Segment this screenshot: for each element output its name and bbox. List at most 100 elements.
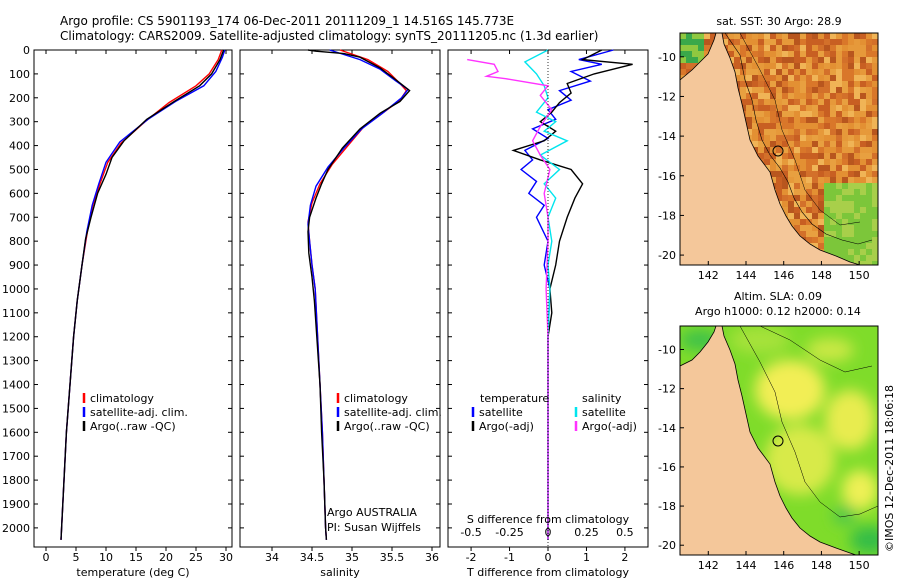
sst-cell <box>794 99 800 105</box>
difference-panel: -2 -1 0 1 2 T difference from climatology -0.5… <box>447 49 649 579</box>
sst-cell <box>794 75 800 81</box>
sst-cell <box>872 243 878 249</box>
sst-cell <box>866 123 872 129</box>
sst-cell <box>776 123 782 129</box>
sst-cell <box>770 159 776 165</box>
sst-cell <box>746 81 752 87</box>
sst-cell <box>794 165 800 171</box>
sst-cell <box>836 171 842 177</box>
sst-cell <box>782 99 788 105</box>
sst-cell <box>758 57 764 63</box>
sst-cell <box>848 51 854 57</box>
sst-cell <box>800 159 806 165</box>
sst-cell <box>854 261 860 265</box>
sst-cell <box>872 111 878 117</box>
series-line-argo-raw-qc- <box>307 49 411 540</box>
sst-cell <box>860 135 866 141</box>
sst-cell <box>758 147 764 153</box>
map-x-tick-label: 144 <box>736 559 757 572</box>
sst-cell <box>812 189 818 195</box>
sst-cell <box>800 231 806 237</box>
sst-cell <box>812 165 818 171</box>
sst-cell <box>818 159 824 165</box>
sst-cell <box>866 81 872 87</box>
sla-map-subtitle: Argo h1000: 0.12 h2000: 0.14 <box>695 305 861 318</box>
sst-cell <box>806 141 812 147</box>
sst-cell <box>842 165 848 171</box>
sst-cell <box>836 159 842 165</box>
sst-cell <box>776 141 782 147</box>
sst-cell <box>836 249 842 255</box>
sst-cell <box>866 57 872 63</box>
sst-cell <box>752 45 758 51</box>
sst-cell <box>872 159 878 165</box>
sst-cell <box>794 219 800 225</box>
sst-cell <box>854 255 860 261</box>
sst-cell <box>830 45 836 51</box>
sst-cell <box>752 99 758 105</box>
sst-cell <box>818 195 824 201</box>
sst-cell <box>860 165 866 171</box>
sst-cell <box>830 57 836 63</box>
sst-cell <box>770 123 776 129</box>
sst-cell <box>782 45 788 51</box>
sst-cell <box>764 117 770 123</box>
y-tick-label: 1800 <box>2 474 30 487</box>
sst-cell <box>836 105 842 111</box>
sst-cell <box>812 75 818 81</box>
sst-cell <box>770 141 776 147</box>
sst-cell <box>758 39 764 45</box>
sst-cell <box>836 57 842 63</box>
sst-cell <box>824 81 830 87</box>
sst-cell <box>818 69 824 75</box>
sst-cell <box>842 249 848 255</box>
sst-cell <box>740 99 746 105</box>
sst-cell <box>818 39 824 45</box>
sst-cell <box>836 183 842 189</box>
sst-cell <box>770 111 776 117</box>
sst-cell <box>752 63 758 69</box>
sst-cell <box>860 69 866 75</box>
sst-cell <box>866 231 872 237</box>
sst-cell <box>776 195 782 201</box>
sst-cell <box>740 45 746 51</box>
sst-cell <box>836 39 842 45</box>
sst-cell <box>860 33 866 39</box>
sst-cell <box>770 63 776 69</box>
sst-cell <box>704 45 710 51</box>
sst-cell <box>866 129 872 135</box>
sst-cell <box>824 33 830 39</box>
sst-cell <box>842 75 848 81</box>
x2-tick-label: 0.5 <box>616 526 634 539</box>
sst-cell <box>854 213 860 219</box>
sst-cell <box>764 69 770 75</box>
map-x-tick-label: 144 <box>736 269 757 282</box>
sst-cell <box>860 261 866 265</box>
sst-cell <box>818 147 824 153</box>
sst-cell <box>812 171 818 177</box>
sst-cell <box>854 147 860 153</box>
sst-cell <box>704 39 710 45</box>
sst-cell <box>686 57 692 63</box>
sst-cell <box>806 111 812 117</box>
legend-label: Argo(..raw -QC) <box>344 420 430 433</box>
sst-cell <box>848 207 854 213</box>
sst-cell <box>680 39 686 45</box>
sst-cell <box>746 123 752 129</box>
sst-cell <box>812 69 818 75</box>
sst-cell <box>812 201 818 207</box>
sst-cell <box>794 153 800 159</box>
sst-cell <box>800 75 806 81</box>
title-line-1: Argo profile: CS 5901193_174 06-Dec-2011… <box>60 14 514 28</box>
sst-cell <box>812 105 818 111</box>
sst-cell <box>854 123 860 129</box>
sst-cell <box>854 207 860 213</box>
sst-cell <box>776 69 782 75</box>
sst-cell <box>848 171 854 177</box>
sst-cell <box>764 39 770 45</box>
sst-cell <box>782 117 788 123</box>
sst-cell <box>794 57 800 63</box>
sst-cell <box>794 123 800 129</box>
sst-cell <box>848 237 854 243</box>
sst-cell <box>848 177 854 183</box>
